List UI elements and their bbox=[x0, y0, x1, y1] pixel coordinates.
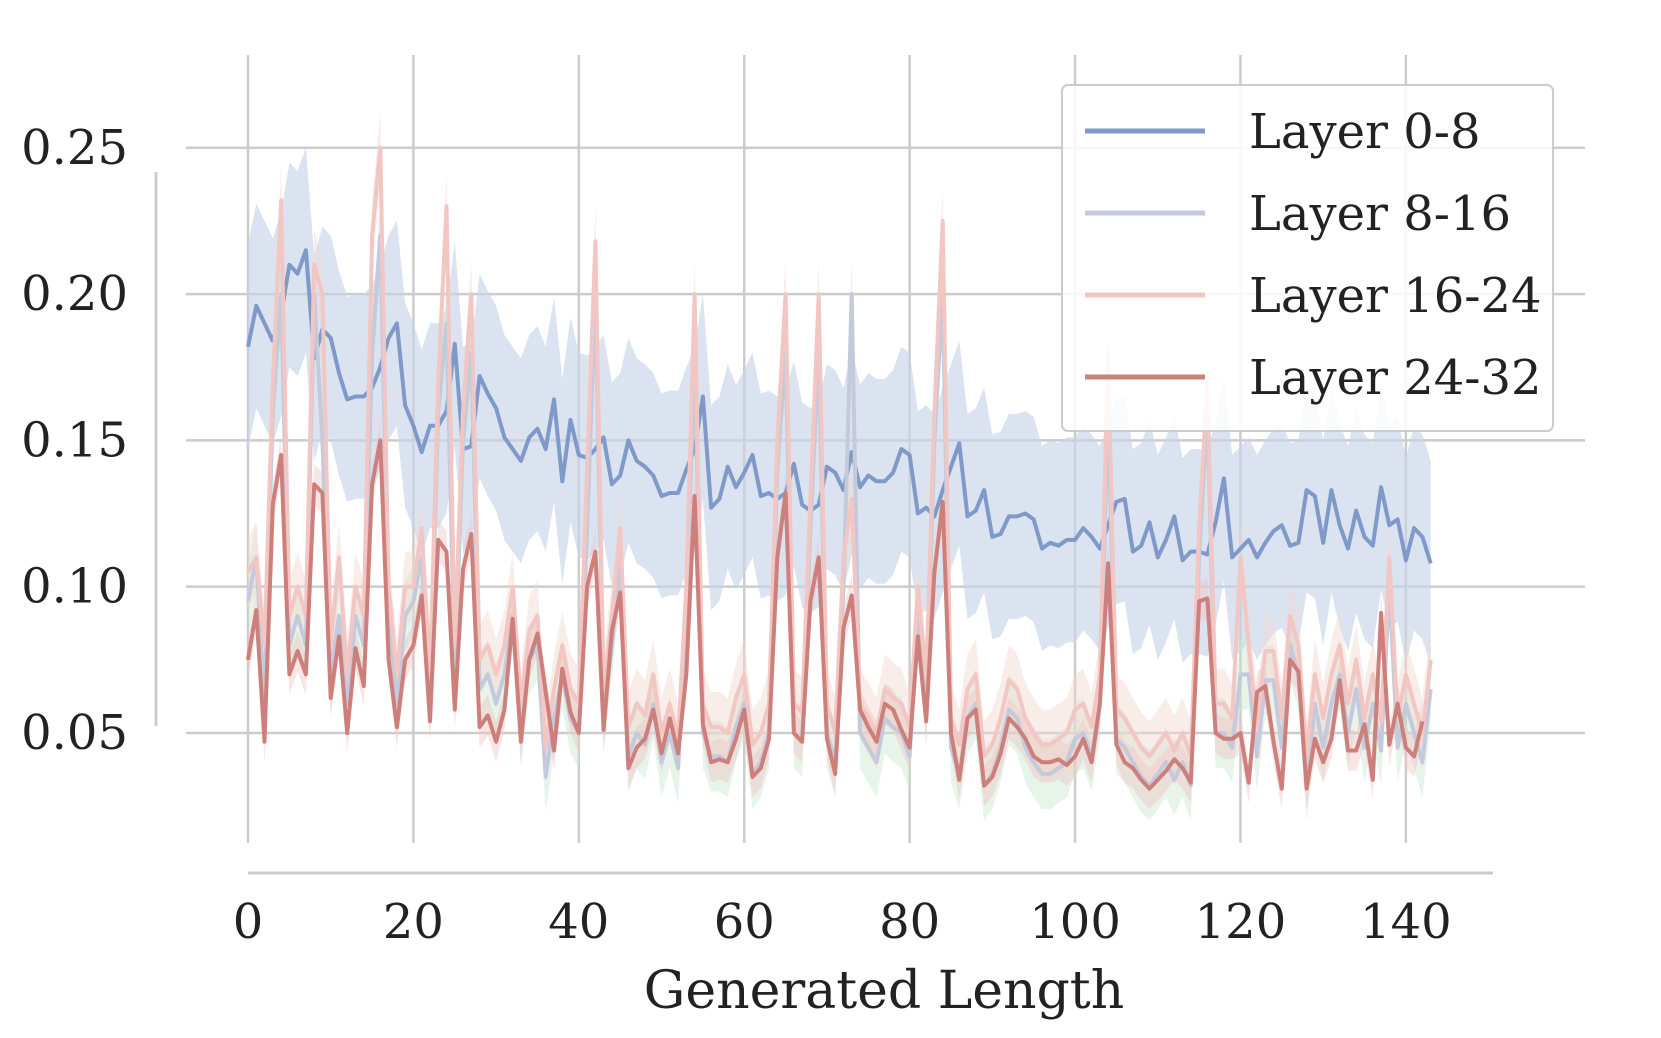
legend-label: Layer 24-32 bbox=[1249, 350, 1542, 406]
y-tick-label: 0.05 bbox=[21, 705, 128, 761]
series-lines bbox=[246, 145, 1433, 791]
x-tick-label: 20 bbox=[383, 894, 444, 950]
x-tick-labels: 0 20 40 60 80 100 120 140 bbox=[233, 894, 1452, 950]
legend-label: Layer 0-8 bbox=[1249, 104, 1481, 160]
x-tick-label: 100 bbox=[1029, 894, 1121, 950]
x-axis-title: Generated Length bbox=[644, 961, 1124, 1021]
y-tick-labels: 0.05 0.10 0.15 0.20 0.25 bbox=[21, 120, 128, 761]
x-tick-label: 140 bbox=[1360, 894, 1452, 950]
y-tick-label: 0.20 bbox=[21, 266, 128, 322]
y-tick-label: 0.10 bbox=[21, 559, 128, 615]
series-line-4 bbox=[246, 438, 1425, 791]
x-tick-label: 0 bbox=[233, 894, 264, 950]
legend: Layer 0-8 Layer 8-16 Layer 16-24 Layer 24-3… bbox=[1061, 84, 1554, 432]
x-tick-label: 40 bbox=[548, 894, 609, 950]
x-tick-label: 120 bbox=[1195, 894, 1287, 950]
y-tick-label: 0.25 bbox=[21, 120, 128, 176]
legend-label: Layer 16-24 bbox=[1249, 268, 1542, 324]
series-line-3 bbox=[246, 145, 1433, 759]
legend-box bbox=[1061, 84, 1554, 432]
y-tick-label: 0.15 bbox=[21, 412, 128, 468]
legend-label: Layer 8-16 bbox=[1249, 186, 1511, 242]
series-line-1 bbox=[246, 248, 1433, 564]
axes bbox=[154, 172, 1493, 875]
x-tick-label: 80 bbox=[879, 894, 940, 950]
band-1 bbox=[248, 147, 1431, 666]
x-tick-label: 60 bbox=[714, 894, 775, 950]
